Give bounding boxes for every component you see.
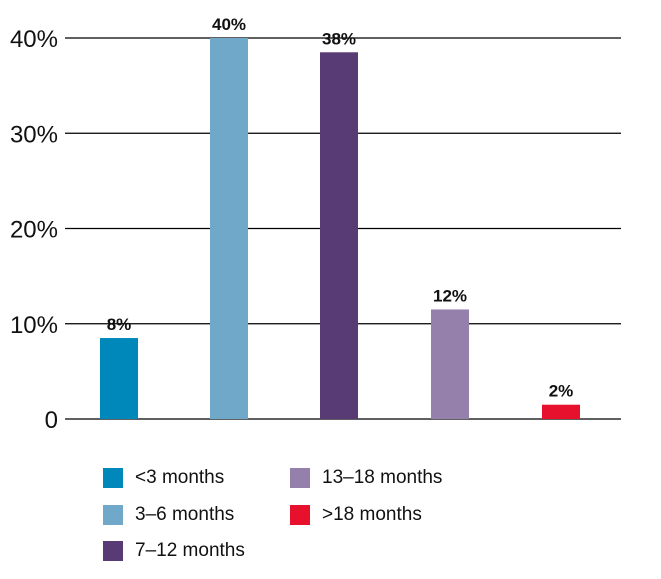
bar [320,52,358,419]
legend-swatch [290,468,310,488]
data-label: 40% [212,15,246,34]
legend-item-7-12-months: 7–12 months [103,539,245,563]
y-tick-label: 10% [10,312,58,339]
data-label: 12% [433,286,467,305]
legend-item-lt3-months: <3 months [103,466,224,490]
legend-swatch [290,505,310,525]
legend-swatch [103,505,123,525]
legend-label: >18 months [322,504,422,525]
data-label: 2% [549,382,574,401]
data-label: 8% [107,315,132,334]
bar [542,404,580,419]
legend-label: 13–18 months [322,467,443,488]
legend-label: 7–12 months [135,540,245,561]
y-tick-label: 40% [10,26,58,53]
bar [100,338,138,419]
legend-item-13-18-months: 13–18 months [290,466,442,490]
data-label: 38% [322,29,356,48]
legend: <3 months 3–6 months 7–12 months 13–18 m… [103,462,623,572]
legend-swatch [103,541,123,561]
legend-label: 3–6 months [135,504,235,525]
legend-item-3-6-months: 3–6 months [103,503,234,527]
y-tick-label: 20% [10,217,58,244]
legend-label: <3 months [135,467,225,488]
legend-item-gt18-months: >18 months [290,503,422,527]
bar [431,309,469,419]
legend-swatch [103,468,123,488]
y-tick-label: 30% [10,121,58,148]
bar [210,38,248,419]
y-tick-label: 0 [45,407,58,434]
label-backing [195,28,370,37]
bar-chart: 0 10% 20% 30% 40% 8% 40% 38% 12% 2% [10,15,621,434]
